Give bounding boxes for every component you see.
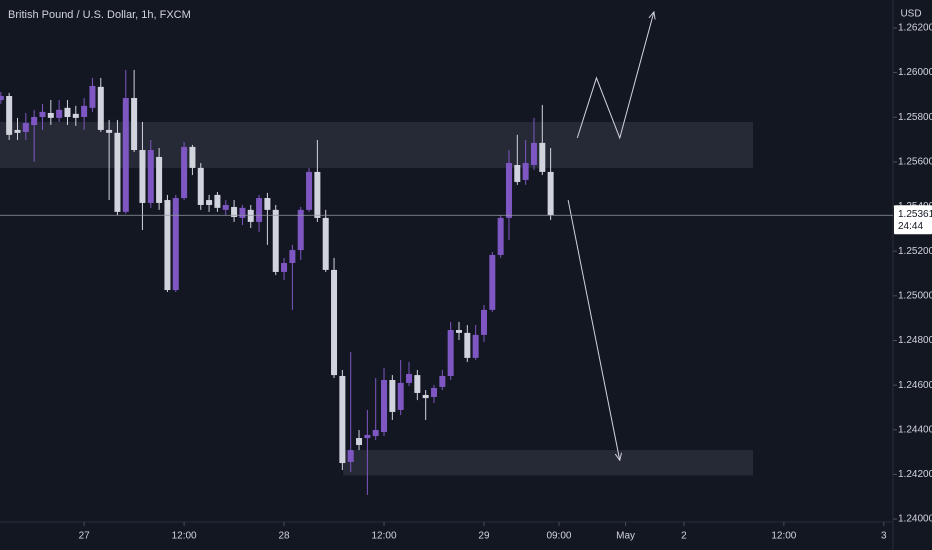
candle-body bbox=[356, 438, 363, 445]
candle-body bbox=[497, 217, 504, 255]
trend-arrow bbox=[567, 199, 620, 460]
candle-body bbox=[281, 263, 288, 272]
candle-body bbox=[364, 434, 371, 439]
candle-body bbox=[505, 162, 512, 218]
candle-body bbox=[514, 164, 521, 182]
candle-body bbox=[289, 250, 296, 264]
candle-body bbox=[89, 85, 96, 108]
candle-body bbox=[122, 98, 129, 212]
candle-body bbox=[372, 430, 379, 437]
y-tick-label: 1.24600 bbox=[898, 380, 932, 391]
x-tick-label: 28 bbox=[278, 531, 290, 542]
countdown-label: 24:44 bbox=[898, 221, 923, 232]
candle-body bbox=[97, 86, 104, 130]
candle-body bbox=[231, 206, 238, 218]
candle-body bbox=[347, 450, 354, 462]
zone bbox=[343, 450, 754, 476]
y-tick-label: 1.24800 bbox=[898, 335, 932, 346]
candle-body bbox=[439, 375, 446, 387]
candle-body bbox=[156, 156, 163, 203]
candle-body bbox=[331, 269, 338, 376]
last-price-box bbox=[894, 205, 932, 235]
x-tick-label: May bbox=[616, 531, 635, 542]
candle-body bbox=[106, 129, 113, 133]
candle-body bbox=[239, 207, 246, 218]
candle-body bbox=[547, 171, 554, 216]
candle-body bbox=[197, 167, 204, 205]
trend-arrow bbox=[576, 12, 654, 140]
y-tick-label: 1.25000 bbox=[898, 290, 932, 301]
candle-body bbox=[164, 200, 171, 291]
candle-body bbox=[489, 254, 496, 310]
candle-body bbox=[464, 332, 471, 358]
x-tick-label: 27 bbox=[79, 531, 91, 542]
candle-body bbox=[0, 96, 4, 101]
plot-area bbox=[0, 12, 754, 495]
x-tick-label: 2 bbox=[681, 531, 687, 542]
candle-body bbox=[22, 123, 29, 132]
candle-body bbox=[114, 132, 121, 212]
candle-body bbox=[389, 380, 396, 412]
y-tick-label: 1.24000 bbox=[898, 514, 932, 525]
candle-body bbox=[431, 388, 438, 397]
x-tick-label: 12:00 bbox=[771, 531, 796, 542]
candle-body bbox=[522, 162, 529, 180]
candle-body bbox=[214, 194, 221, 208]
candle-body bbox=[455, 329, 462, 333]
y-tick-label: 1.26000 bbox=[898, 67, 932, 78]
candle-body bbox=[47, 112, 54, 118]
candle-body bbox=[6, 96, 13, 135]
candle-body bbox=[56, 109, 63, 118]
chart-title: British Pound / U.S. Dollar, 1h, FXCM bbox=[8, 9, 191, 21]
candle-body bbox=[222, 204, 229, 210]
candle-body bbox=[272, 209, 279, 272]
candle-body bbox=[472, 334, 479, 358]
candle-body bbox=[131, 98, 138, 151]
candle-body bbox=[339, 375, 346, 464]
currency-label: USD bbox=[900, 9, 921, 20]
candle-body bbox=[14, 129, 21, 133]
y-tick-label: 1.26200 bbox=[898, 23, 932, 34]
y-tick-label: 1.25600 bbox=[898, 157, 932, 168]
candle-body bbox=[539, 142, 546, 172]
zone bbox=[0, 121, 754, 168]
candle-body bbox=[306, 171, 313, 210]
y-tick-label: 1.25800 bbox=[898, 112, 932, 123]
candle-body bbox=[422, 394, 429, 399]
candle-body bbox=[297, 209, 304, 251]
candle-body bbox=[397, 382, 404, 410]
candle-body bbox=[247, 209, 254, 222]
candle-body bbox=[139, 150, 146, 203]
candle-body bbox=[64, 107, 71, 117]
candle-body bbox=[31, 116, 38, 126]
candle-body bbox=[206, 200, 213, 205]
candle-body bbox=[172, 198, 179, 291]
x-tick-label: 3 bbox=[881, 531, 887, 542]
candle-body bbox=[480, 309, 487, 335]
candle-body bbox=[406, 373, 413, 383]
x-tick-label: 09:00 bbox=[546, 531, 571, 542]
candle-body bbox=[189, 146, 196, 168]
candle-body bbox=[147, 150, 154, 203]
x-tick-label: 12:00 bbox=[372, 531, 397, 542]
y-tick-label: 1.24400 bbox=[898, 424, 932, 435]
candle-body bbox=[314, 171, 321, 218]
candle-body bbox=[81, 105, 88, 117]
y-tick-label: 1.24200 bbox=[898, 469, 932, 480]
candle-body bbox=[322, 217, 329, 270]
candle-body bbox=[264, 198, 271, 210]
x-tick-label: 12:00 bbox=[172, 531, 197, 542]
candle-body bbox=[381, 380, 388, 433]
candle-body bbox=[181, 146, 188, 199]
candle-body bbox=[39, 111, 46, 117]
candle-body bbox=[414, 375, 421, 393]
candle-body bbox=[256, 198, 263, 222]
candle-body bbox=[447, 329, 454, 376]
candle-body bbox=[530, 142, 537, 165]
candle-body bbox=[72, 113, 79, 118]
x-tick-label: 29 bbox=[478, 531, 490, 542]
last-price-label: 1.25361 bbox=[898, 209, 932, 220]
y-tick-label: 1.25200 bbox=[898, 246, 932, 257]
